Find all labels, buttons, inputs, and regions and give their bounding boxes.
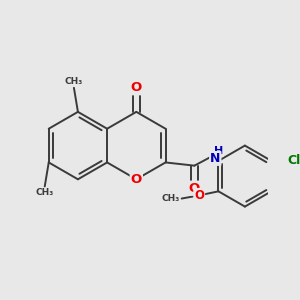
Text: O: O	[131, 173, 142, 186]
Text: CH₃: CH₃	[162, 194, 180, 203]
Text: CH₃: CH₃	[65, 77, 83, 86]
Text: CH₃: CH₃	[36, 188, 54, 197]
Text: H: H	[214, 146, 223, 156]
Text: O: O	[189, 182, 200, 195]
Text: O: O	[131, 81, 142, 94]
Text: N: N	[210, 152, 220, 165]
Text: O: O	[194, 189, 204, 202]
Text: Cl: Cl	[287, 154, 300, 167]
